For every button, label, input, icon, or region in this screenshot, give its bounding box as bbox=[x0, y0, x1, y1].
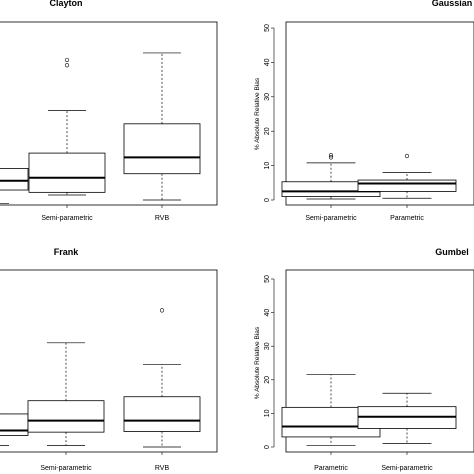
panel-title: Gumbel bbox=[435, 247, 469, 257]
x-tick-label: RVB bbox=[155, 465, 170, 472]
panel-title: Gaussian bbox=[432, 0, 473, 8]
box-iqr bbox=[123, 396, 201, 432]
y-tick-label: 40 bbox=[264, 309, 271, 317]
box-3: RVB bbox=[123, 308, 201, 472]
y-tick-label: 0 bbox=[264, 198, 271, 202]
plot-frame bbox=[0, 21, 218, 206]
box-2: Semi-parametric bbox=[28, 57, 106, 222]
x-tick-label: Semi-parametric bbox=[381, 465, 433, 472]
box-iqr bbox=[28, 152, 106, 193]
box-1 bbox=[0, 413, 29, 446]
y-axis-label: % Absolute Relative Bias bbox=[254, 77, 261, 150]
box-3: RVB bbox=[123, 52, 201, 222]
y-tick-label: 30 bbox=[264, 342, 271, 350]
box-2: Semi-parametric bbox=[27, 342, 105, 472]
box-iqr bbox=[27, 400, 105, 433]
box-iqr bbox=[123, 123, 201, 175]
y-tick-label: 20 bbox=[264, 127, 271, 135]
panel-gumbel: Gumbel 0 10 20 30 40 50 % Absolute Relative Bia… bbox=[254, 247, 474, 472]
y-tick-label: 10 bbox=[264, 409, 271, 417]
outlier-point bbox=[328, 155, 334, 160]
panel-frank: Frank Semi-parametric RVB bbox=[0, 247, 218, 472]
y-tick-label: 10 bbox=[264, 162, 271, 170]
box-1 bbox=[0, 167, 29, 204]
x-tick-label: Parametric bbox=[314, 465, 348, 472]
x-tick-label: Parametric bbox=[390, 215, 424, 222]
box-2: Parametric bbox=[357, 153, 457, 222]
outlier-point bbox=[64, 57, 70, 63]
x-tick-label: Semi-parametric bbox=[40, 465, 92, 472]
plot-frame bbox=[285, 269, 474, 453]
panel-title: Frank bbox=[54, 247, 80, 257]
outlier-point bbox=[159, 308, 165, 313]
box-1: Semi-parametric bbox=[281, 153, 381, 222]
y-tick-label: 20 bbox=[264, 376, 271, 384]
outlier-point bbox=[328, 153, 334, 158]
x-tick-label: Semi-parametric bbox=[305, 215, 357, 222]
outlier-point bbox=[64, 63, 70, 68]
y-tick-label: 40 bbox=[264, 58, 271, 66]
panel-gaussian: Gaussian 0 10 20 30 40 50 % Absolute Relative B… bbox=[254, 0, 474, 222]
y-tick-label: 50 bbox=[264, 24, 271, 32]
outlier-point bbox=[404, 153, 410, 159]
x-tick-label: RVB bbox=[155, 215, 170, 222]
box-iqr bbox=[357, 179, 457, 192]
x-tick-label: Semi-parametric bbox=[41, 215, 93, 222]
box-iqr bbox=[0, 167, 29, 191]
plot-frame bbox=[0, 269, 218, 453]
plot-frame bbox=[285, 21, 474, 206]
y-axis-label: % Absolute Relative Bias bbox=[254, 326, 261, 399]
panel-clayton: Clayton Semi-parametric RVB bbox=[0, 0, 218, 222]
panel-title: Clayton bbox=[49, 0, 82, 8]
box-iqr bbox=[0, 413, 29, 436]
y-tick-label: 0 bbox=[264, 445, 271, 449]
box-2: Semi-parametric bbox=[357, 392, 457, 472]
y-tick-label: 50 bbox=[264, 275, 271, 283]
y-tick-label: 30 bbox=[264, 93, 271, 101]
